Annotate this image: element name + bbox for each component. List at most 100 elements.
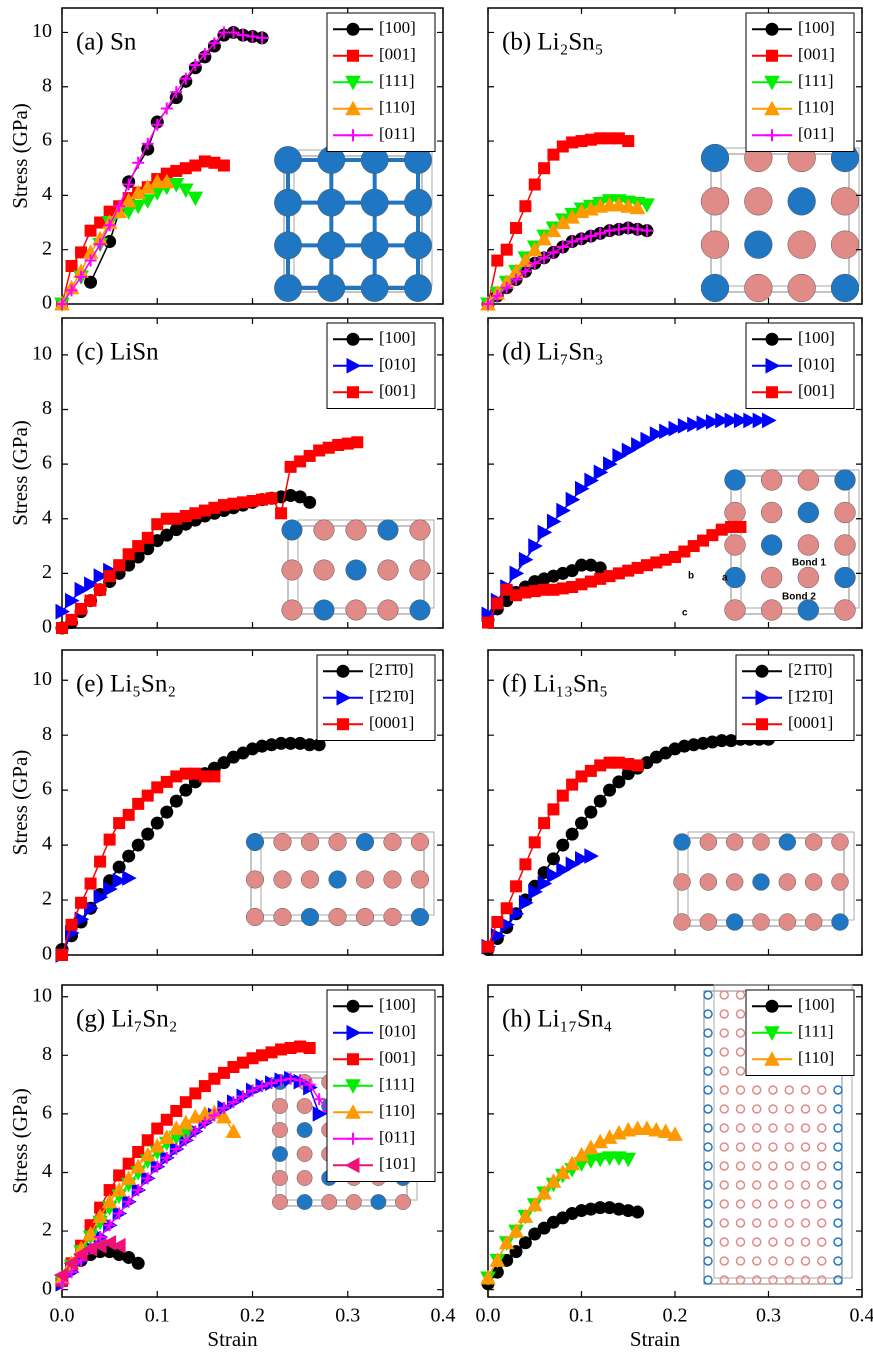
legend-marker [765,22,779,36]
marker [657,1123,674,1138]
atom [833,1199,843,1209]
marker [545,222,562,238]
marker [584,805,598,819]
atom [804,873,823,891]
marker [526,1196,543,1212]
atom [787,187,816,216]
marker [141,1134,154,1147]
atom [355,907,375,927]
atom [752,1104,762,1114]
atom [744,273,773,303]
atom [328,907,347,927]
atom [833,1180,843,1190]
marker [74,581,90,598]
atom [761,566,783,589]
legend: [100] [010] [001] [111] [110] [011] [101] [326,989,436,1182]
atom [355,870,375,889]
marker [103,219,116,232]
marker [510,221,523,234]
marker [92,1208,108,1223]
marker [640,431,656,448]
atom [768,1161,778,1171]
atom [784,1275,794,1285]
atom [735,1123,746,1133]
legend-marker [764,75,780,91]
legend-marker [766,129,778,142]
legend-label: [001] [798,381,835,400]
marker [566,778,579,791]
legend-marker [347,1053,359,1066]
marker [275,1074,288,1087]
marker [158,1129,175,1144]
atom [768,1256,778,1266]
marker [75,602,88,615]
legend-marker [764,1051,780,1066]
marker [565,827,579,841]
atom [735,1104,746,1114]
marker [208,1109,221,1122]
legend-marker [765,999,779,1013]
atom [735,1066,746,1076]
marker [122,1250,136,1264]
panel-title: (f) Li₁₃Sn₅ [502,671,608,698]
atom [752,873,770,891]
legend-marker [347,49,359,62]
marker [611,196,627,212]
marker [122,870,137,886]
atom [834,501,856,524]
marker [500,902,513,915]
marker [65,613,78,626]
marker [575,232,588,245]
legend-label: [010] [379,355,416,374]
marker [592,1152,609,1168]
legend-marker [345,100,361,116]
atom [735,1028,746,1038]
marker [256,31,269,44]
atom [700,143,730,173]
marker [734,520,747,533]
atom [410,907,430,927]
y-axis-label: Stress (GPa) [8,420,32,526]
marker [528,1227,542,1241]
legend-label: [111] [379,1075,415,1094]
marker [103,1219,116,1232]
atom [724,469,746,491]
marker [528,538,543,554]
legend-marker [346,1024,362,1041]
atom [699,833,718,851]
atom [673,873,691,891]
legend-marker [766,386,778,399]
atom [328,870,347,889]
marker [575,480,590,497]
legend-marker [344,1157,360,1174]
atom [752,1199,762,1209]
marker [141,531,154,544]
marker [122,1195,135,1208]
atom [784,1218,794,1228]
marker [179,72,192,85]
marker [498,1234,515,1250]
legend-label: [001] [798,45,835,64]
marker [151,1122,164,1135]
legend-marker [347,386,359,399]
marker [536,1184,552,1200]
atom [724,534,746,556]
atom [797,599,819,621]
atom [752,833,770,851]
atom [409,599,431,621]
series-line [61,441,358,629]
y-tick-label: 6 [42,1101,52,1123]
annotation: Bond 2 [782,592,816,603]
marker [547,803,560,816]
y-tick-label: 6 [42,452,52,474]
atom [735,1047,746,1057]
marker [217,1102,230,1115]
marker [170,1104,183,1117]
marker [537,524,553,541]
atom [797,566,819,589]
legend-label: [011] [798,124,834,143]
y-axis-label: Stress (GPa) [8,103,32,209]
marker [111,1182,127,1197]
y-tick-label: 8 [42,397,52,419]
marker [528,178,541,191]
